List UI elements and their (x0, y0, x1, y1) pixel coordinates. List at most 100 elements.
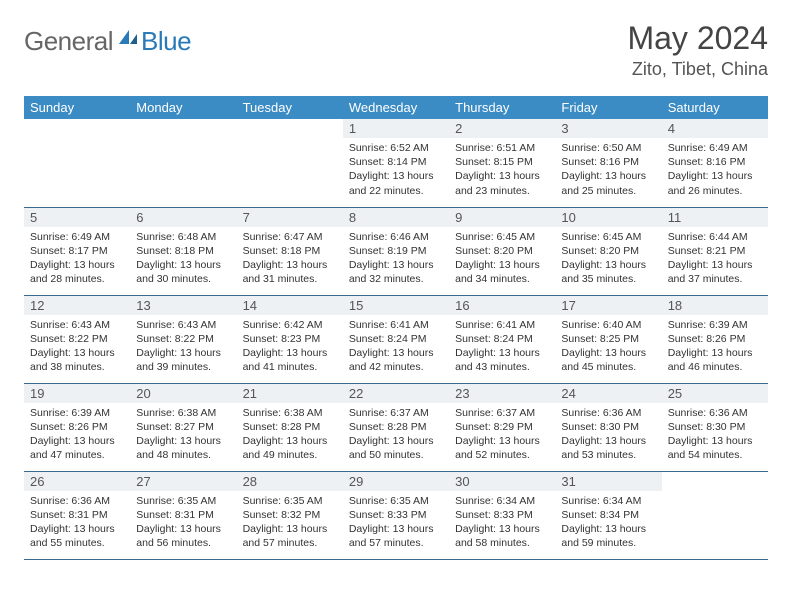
day-number: 27 (130, 472, 236, 491)
calendar-day-cell: 28Sunrise: 6:35 AMSunset: 8:32 PMDayligh… (237, 471, 343, 559)
weekday-header: Monday (130, 96, 236, 119)
calendar-day-cell: 3Sunrise: 6:50 AMSunset: 8:16 PMDaylight… (555, 119, 661, 207)
calendar-table: SundayMondayTuesdayWednesdayThursdayFrid… (24, 96, 768, 560)
day-number: 21 (237, 384, 343, 403)
day-details: Sunrise: 6:40 AMSunset: 8:25 PMDaylight:… (555, 315, 661, 379)
calendar-day-cell: 20Sunrise: 6:38 AMSunset: 8:27 PMDayligh… (130, 383, 236, 471)
day-details: Sunrise: 6:44 AMSunset: 8:21 PMDaylight:… (662, 227, 768, 291)
day-details: Sunrise: 6:46 AMSunset: 8:19 PMDaylight:… (343, 227, 449, 291)
day-number: 18 (662, 296, 768, 315)
day-number: 2 (449, 119, 555, 138)
calendar-day-cell: 21Sunrise: 6:38 AMSunset: 8:28 PMDayligh… (237, 383, 343, 471)
day-number: 28 (237, 472, 343, 491)
day-details: Sunrise: 6:41 AMSunset: 8:24 PMDaylight:… (343, 315, 449, 379)
day-number: 3 (555, 119, 661, 138)
calendar-day-cell: 31Sunrise: 6:34 AMSunset: 8:34 PMDayligh… (555, 471, 661, 559)
day-details: Sunrise: 6:41 AMSunset: 8:24 PMDaylight:… (449, 315, 555, 379)
day-details: Sunrise: 6:37 AMSunset: 8:29 PMDaylight:… (449, 403, 555, 467)
day-details: Sunrise: 6:52 AMSunset: 8:14 PMDaylight:… (343, 138, 449, 202)
day-number: 31 (555, 472, 661, 491)
calendar-day-cell: 22Sunrise: 6:37 AMSunset: 8:28 PMDayligh… (343, 383, 449, 471)
brand-part1: General (24, 26, 113, 57)
day-number: 16 (449, 296, 555, 315)
day-number: 22 (343, 384, 449, 403)
calendar-day-cell: 29Sunrise: 6:35 AMSunset: 8:33 PMDayligh… (343, 471, 449, 559)
day-details: Sunrise: 6:35 AMSunset: 8:32 PMDaylight:… (237, 491, 343, 555)
calendar-day-cell: 25Sunrise: 6:36 AMSunset: 8:30 PMDayligh… (662, 383, 768, 471)
day-details: Sunrise: 6:48 AMSunset: 8:18 PMDaylight:… (130, 227, 236, 291)
day-details: Sunrise: 6:38 AMSunset: 8:28 PMDaylight:… (237, 403, 343, 467)
calendar-day-cell: 23Sunrise: 6:37 AMSunset: 8:29 PMDayligh… (449, 383, 555, 471)
day-number: 19 (24, 384, 130, 403)
day-details: Sunrise: 6:39 AMSunset: 8:26 PMDaylight:… (662, 315, 768, 379)
weekday-header: Friday (555, 96, 661, 119)
calendar-day-cell: 14Sunrise: 6:42 AMSunset: 8:23 PMDayligh… (237, 295, 343, 383)
calendar-day-cell (662, 471, 768, 559)
calendar-day-cell: 4Sunrise: 6:49 AMSunset: 8:16 PMDaylight… (662, 119, 768, 207)
day-number: 29 (343, 472, 449, 491)
page-header: General Blue May 2024 Zito, Tibet, China (24, 20, 768, 80)
calendar-week-row: 12Sunrise: 6:43 AMSunset: 8:22 PMDayligh… (24, 295, 768, 383)
day-number: 24 (555, 384, 661, 403)
calendar-day-cell: 10Sunrise: 6:45 AMSunset: 8:20 PMDayligh… (555, 207, 661, 295)
calendar-day-cell: 24Sunrise: 6:36 AMSunset: 8:30 PMDayligh… (555, 383, 661, 471)
weekday-header: Thursday (449, 96, 555, 119)
calendar-week-row: 19Sunrise: 6:39 AMSunset: 8:26 PMDayligh… (24, 383, 768, 471)
brand-logo: General Blue (24, 20, 191, 57)
day-details: Sunrise: 6:34 AMSunset: 8:33 PMDaylight:… (449, 491, 555, 555)
calendar-week-row: 26Sunrise: 6:36 AMSunset: 8:31 PMDayligh… (24, 471, 768, 559)
calendar-day-cell: 7Sunrise: 6:47 AMSunset: 8:18 PMDaylight… (237, 207, 343, 295)
calendar-day-cell: 13Sunrise: 6:43 AMSunset: 8:22 PMDayligh… (130, 295, 236, 383)
day-details: Sunrise: 6:39 AMSunset: 8:26 PMDaylight:… (24, 403, 130, 467)
day-number: 8 (343, 208, 449, 227)
day-number: 20 (130, 384, 236, 403)
calendar-day-cell: 26Sunrise: 6:36 AMSunset: 8:31 PMDayligh… (24, 471, 130, 559)
day-details: Sunrise: 6:45 AMSunset: 8:20 PMDaylight:… (449, 227, 555, 291)
brand-sail-icon (117, 28, 139, 51)
day-number: 15 (343, 296, 449, 315)
calendar-week-row: 1Sunrise: 6:52 AMSunset: 8:14 PMDaylight… (24, 119, 768, 207)
day-details: Sunrise: 6:50 AMSunset: 8:16 PMDaylight:… (555, 138, 661, 202)
day-number: 26 (24, 472, 130, 491)
title-block: May 2024 Zito, Tibet, China (627, 20, 768, 80)
day-number: 5 (24, 208, 130, 227)
day-number: 10 (555, 208, 661, 227)
calendar-body: 1Sunrise: 6:52 AMSunset: 8:14 PMDaylight… (24, 119, 768, 559)
location: Zito, Tibet, China (627, 59, 768, 80)
day-number: 7 (237, 208, 343, 227)
day-number: 23 (449, 384, 555, 403)
day-details: Sunrise: 6:47 AMSunset: 8:18 PMDaylight:… (237, 227, 343, 291)
calendar-day-cell: 6Sunrise: 6:48 AMSunset: 8:18 PMDaylight… (130, 207, 236, 295)
day-details: Sunrise: 6:43 AMSunset: 8:22 PMDaylight:… (130, 315, 236, 379)
month-title: May 2024 (627, 20, 768, 57)
calendar-day-cell: 15Sunrise: 6:41 AMSunset: 8:24 PMDayligh… (343, 295, 449, 383)
calendar-day-cell: 18Sunrise: 6:39 AMSunset: 8:26 PMDayligh… (662, 295, 768, 383)
calendar-week-row: 5Sunrise: 6:49 AMSunset: 8:17 PMDaylight… (24, 207, 768, 295)
calendar-day-cell: 17Sunrise: 6:40 AMSunset: 8:25 PMDayligh… (555, 295, 661, 383)
day-number: 17 (555, 296, 661, 315)
weekday-header: Saturday (662, 96, 768, 119)
calendar-day-cell: 27Sunrise: 6:35 AMSunset: 8:31 PMDayligh… (130, 471, 236, 559)
weekday-header: Tuesday (237, 96, 343, 119)
day-number: 6 (130, 208, 236, 227)
calendar-day-cell: 11Sunrise: 6:44 AMSunset: 8:21 PMDayligh… (662, 207, 768, 295)
day-details: Sunrise: 6:34 AMSunset: 8:34 PMDaylight:… (555, 491, 661, 555)
calendar-day-cell: 30Sunrise: 6:34 AMSunset: 8:33 PMDayligh… (449, 471, 555, 559)
day-number: 30 (449, 472, 555, 491)
calendar-day-cell: 1Sunrise: 6:52 AMSunset: 8:14 PMDaylight… (343, 119, 449, 207)
calendar-day-cell: 2Sunrise: 6:51 AMSunset: 8:15 PMDaylight… (449, 119, 555, 207)
calendar-day-cell: 19Sunrise: 6:39 AMSunset: 8:26 PMDayligh… (24, 383, 130, 471)
day-number: 12 (24, 296, 130, 315)
day-number: 4 (662, 119, 768, 138)
calendar-day-cell (24, 119, 130, 207)
calendar-day-cell (237, 119, 343, 207)
brand-part2: Blue (141, 26, 191, 57)
day-details: Sunrise: 6:49 AMSunset: 8:16 PMDaylight:… (662, 138, 768, 202)
day-details: Sunrise: 6:43 AMSunset: 8:22 PMDaylight:… (24, 315, 130, 379)
day-number: 1 (343, 119, 449, 138)
day-details: Sunrise: 6:36 AMSunset: 8:30 PMDaylight:… (662, 403, 768, 467)
weekday-header: Wednesday (343, 96, 449, 119)
calendar-day-cell: 12Sunrise: 6:43 AMSunset: 8:22 PMDayligh… (24, 295, 130, 383)
day-number: 13 (130, 296, 236, 315)
day-number: 25 (662, 384, 768, 403)
